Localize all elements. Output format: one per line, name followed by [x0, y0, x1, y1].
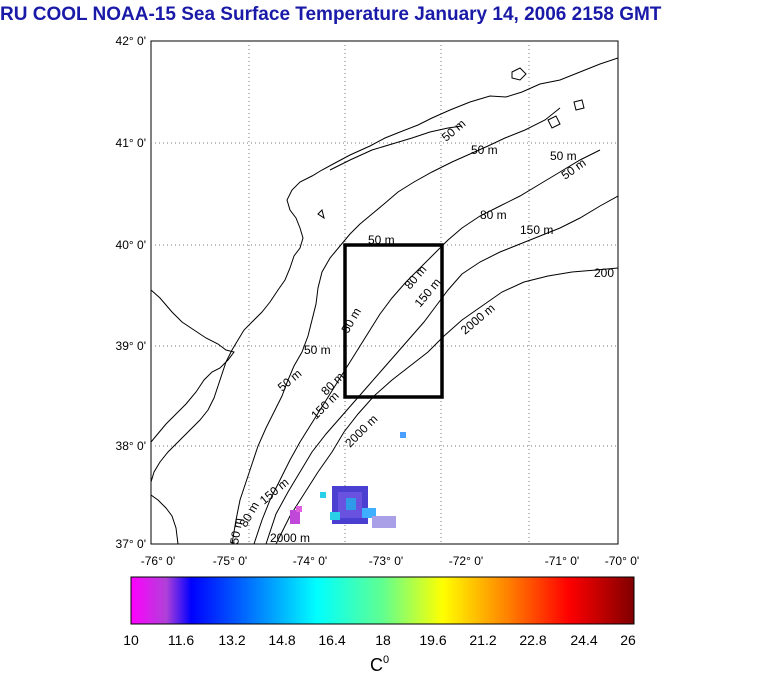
- lat-label: 42° 0': [116, 34, 146, 48]
- colorbar-tick: 13.2: [218, 632, 245, 648]
- isobath-2000m: [275, 267, 618, 544]
- colorbar: [130, 576, 635, 625]
- contour-label: 50 m: [368, 233, 395, 247]
- inner-coast: [151, 494, 179, 544]
- colorbar-tick: 26: [620, 632, 636, 648]
- colorbar-tick: 10: [123, 632, 139, 648]
- latitude-labels: 42° 0' 41° 0' 40° 0' 39° 0' 38° 0' 37° 0…: [116, 34, 146, 551]
- contour-label: 2000 m: [270, 531, 310, 545]
- long-island-north: [329, 125, 463, 171]
- islands: [317, 67, 585, 220]
- isobath-80m: [253, 149, 601, 544]
- map-title: RU COOL NOAA-15 Sea Surface Temperature …: [0, 4, 662, 25]
- colorbar-tick: 19.6: [419, 632, 446, 648]
- contour-label: 50 m: [227, 517, 245, 546]
- coastline: [151, 57, 618, 483]
- colorbar-tick: 21.2: [469, 632, 496, 648]
- contour-label: 200: [594, 266, 614, 280]
- lon-label: -73° 0': [369, 554, 403, 568]
- isobath-50m: [231, 107, 561, 544]
- study-area-box: [343, 243, 444, 399]
- contour-label: 50 m: [550, 149, 577, 163]
- lon-label: -74° 0': [293, 554, 327, 568]
- colorbar-tick: 16.4: [318, 632, 345, 648]
- lat-label: 38° 0': [116, 439, 146, 453]
- colorbar-tick: 22.8: [519, 632, 546, 648]
- lat-label: 40° 0': [116, 238, 146, 252]
- lon-label: -70° 0': [605, 554, 639, 568]
- lon-label: -71° 0': [545, 554, 579, 568]
- lat-label: 39° 0': [116, 339, 146, 353]
- lon-label: -76° 0': [141, 554, 175, 568]
- lat-label: 37° 0': [116, 537, 146, 551]
- colorbar-ticks: 10 11.6 13.2 14.8 16.4 18 19.6 21.2 22.8…: [123, 632, 636, 648]
- colorbar-tick: 14.8: [268, 632, 295, 648]
- contour-label: 50 m: [304, 343, 331, 357]
- lon-label: -75° 0': [213, 554, 247, 568]
- lon-label: -72° 0': [449, 554, 483, 568]
- bay-shoreline: [151, 289, 235, 443]
- contour-label: 80 m: [480, 208, 507, 222]
- colorbar-tick: 18: [375, 632, 391, 648]
- colorbar-unit: C0: [370, 654, 389, 675]
- map-frame: [150, 40, 619, 545]
- colorbar-tick: 24.4: [570, 632, 597, 648]
- colorbar-tick: 11.6: [168, 632, 194, 648]
- lat-label: 41° 0': [116, 136, 146, 150]
- isobath-150m: [265, 195, 618, 544]
- contour-label: 150 m: [520, 223, 553, 237]
- contour-label: 50 m: [471, 143, 498, 157]
- longitude-labels: -76° 0' -75° 0' -74° 0' -73° 0' -72° 0' …: [141, 554, 639, 568]
- sst-data-patches: [290, 432, 406, 528]
